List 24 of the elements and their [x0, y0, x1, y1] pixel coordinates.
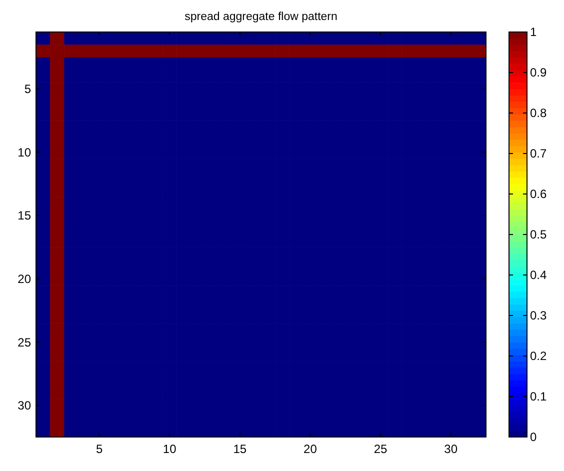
color-bar-label: 0	[530, 430, 537, 444]
x-tick-label: 25	[374, 442, 388, 456]
x-tick-label: 30	[444, 442, 458, 456]
x-tick-label: 10	[162, 442, 177, 456]
color-bar-label: 0.3	[530, 308, 548, 323]
x-tick-label: 15	[233, 442, 247, 456]
color-bar-label: 0.9	[530, 66, 548, 80]
color-bar-label: 0.2	[530, 349, 548, 364]
x-tick-label: 5	[96, 442, 103, 456]
color-bar-label: 0.6	[530, 187, 548, 202]
y-tick-label: 30	[18, 398, 32, 413]
x-tick-label: 20	[304, 442, 318, 456]
color-bar-label: 0.5	[530, 228, 548, 242]
color-bar-label: 0.4	[530, 268, 548, 282]
y-tick-label: 25	[18, 335, 32, 350]
y-tick-label: 10	[18, 145, 32, 160]
color-bar-label: 0.7	[530, 146, 548, 161]
y-tick-label: 15	[18, 208, 32, 223]
chart-title: spread aggregate flow pattern	[184, 11, 338, 23]
y-tick-label: 20	[18, 272, 32, 286]
y-tick-label: 5	[24, 82, 32, 96]
color-bar-label: 0.1	[530, 390, 548, 404]
color-bar-label: 1	[530, 25, 537, 40]
color-bar-label: 0.8	[530, 106, 548, 120]
